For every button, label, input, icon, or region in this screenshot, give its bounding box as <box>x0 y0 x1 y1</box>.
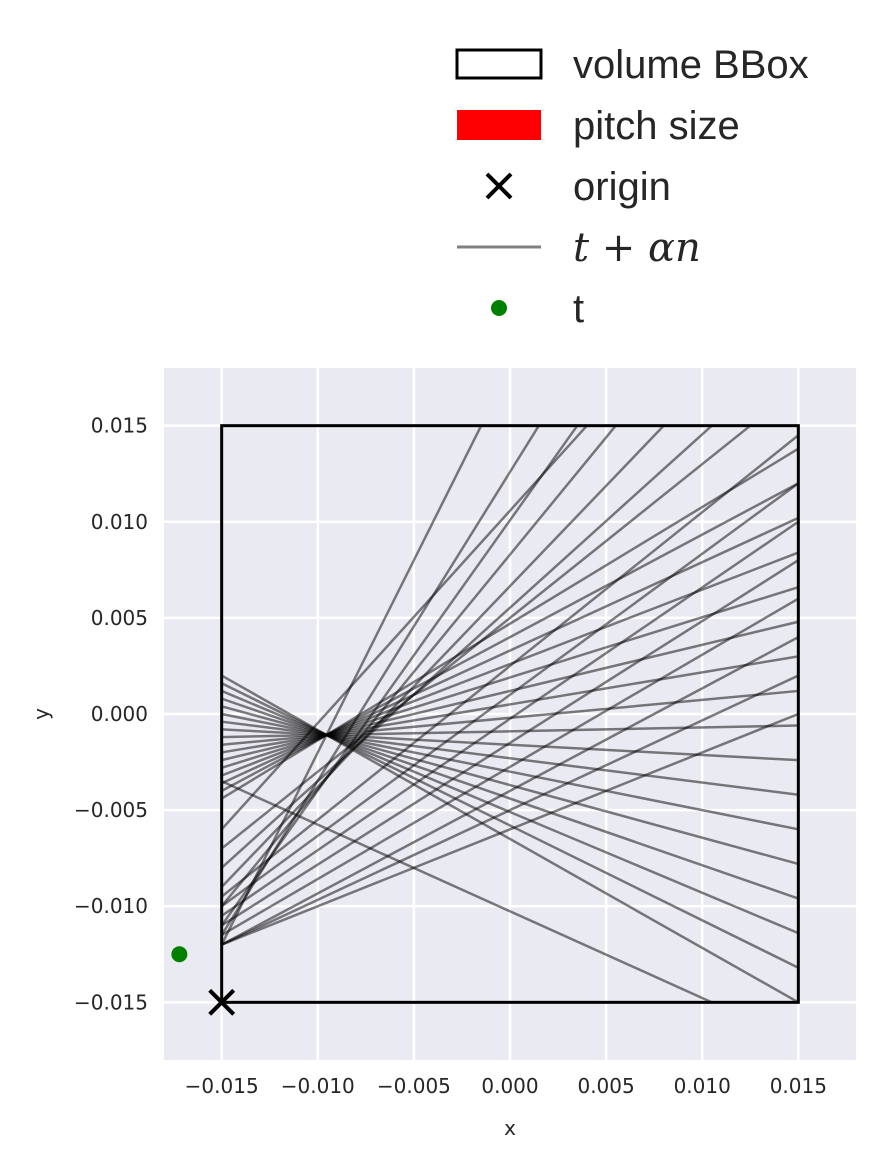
ray-line <box>221 780 713 1004</box>
ray-line <box>220 425 540 936</box>
legend-item: volume BBox <box>455 43 809 87</box>
ray-line <box>220 434 800 898</box>
ray-line <box>220 424 752 850</box>
t-point <box>171 946 188 963</box>
y-tick-label: −0.005 <box>74 798 148 822</box>
ray-line <box>220 424 665 888</box>
volume-bbox <box>220 424 800 1004</box>
legend-item: t + αn <box>457 225 701 271</box>
legend-t-swatch <box>491 300 507 316</box>
x-tick-label: −0.015 <box>185 1074 259 1098</box>
y-tick-label: 0.000 <box>91 702 148 726</box>
y-ticks: −0.015 −0.010 −0.005 0.000 0.005 0.010 0.015 <box>74 414 148 1015</box>
x-tick-label: 0.005 <box>577 1074 634 1098</box>
legend-label: pitch size <box>573 104 740 148</box>
x-tick-label: −0.010 <box>281 1074 355 1098</box>
x-tick-label: −0.005 <box>377 1074 451 1098</box>
legend-item: origin <box>485 165 671 209</box>
x-axis-label: x <box>504 1116 516 1140</box>
origin-marker-stroke <box>208 988 236 1016</box>
ray-line <box>221 447 799 800</box>
y-tick-label: 0.015 <box>91 414 148 438</box>
legend-item: pitch size <box>457 104 740 148</box>
y-tick-label: −0.010 <box>74 894 148 918</box>
y-tick-label: 0.010 <box>91 510 148 534</box>
x-tick-label: 0.015 <box>770 1074 827 1098</box>
legend-label: t <box>573 287 584 331</box>
ray-line <box>221 636 799 946</box>
x-ticks: −0.015 −0.010 −0.005 0.000 0.005 0.010 0.015 <box>185 1074 827 1098</box>
marks <box>171 424 800 1016</box>
ray-line <box>220 559 800 927</box>
legend-label: volume BBox <box>573 43 809 87</box>
legend-label: origin <box>573 165 671 209</box>
legend: volume BBox pitch size origin t + αn t <box>455 43 809 331</box>
ray-line <box>220 482 800 908</box>
ray-line <box>220 424 713 869</box>
ray-line <box>221 597 799 937</box>
ray-line <box>220 424 588 831</box>
ray-line <box>221 674 799 946</box>
origin-marker <box>208 988 236 1016</box>
y-tick-label: −0.015 <box>74 990 148 1014</box>
legend-label: t + αn <box>573 225 701 271</box>
x-tick-label: 0.000 <box>481 1074 538 1098</box>
ray-line <box>220 520 800 917</box>
legend-bbox-swatch <box>455 48 543 80</box>
legend-origin-swatch <box>485 172 513 200</box>
legend-pitch-swatch <box>457 110 541 140</box>
y-tick-label: 0.005 <box>91 606 148 630</box>
rays <box>220 424 800 1004</box>
y-axis-label: y <box>29 708 53 720</box>
x-tick-label: 0.010 <box>674 1074 731 1098</box>
ray-line <box>220 424 617 908</box>
ray-line <box>221 712 799 946</box>
legend-item: t <box>491 287 584 331</box>
